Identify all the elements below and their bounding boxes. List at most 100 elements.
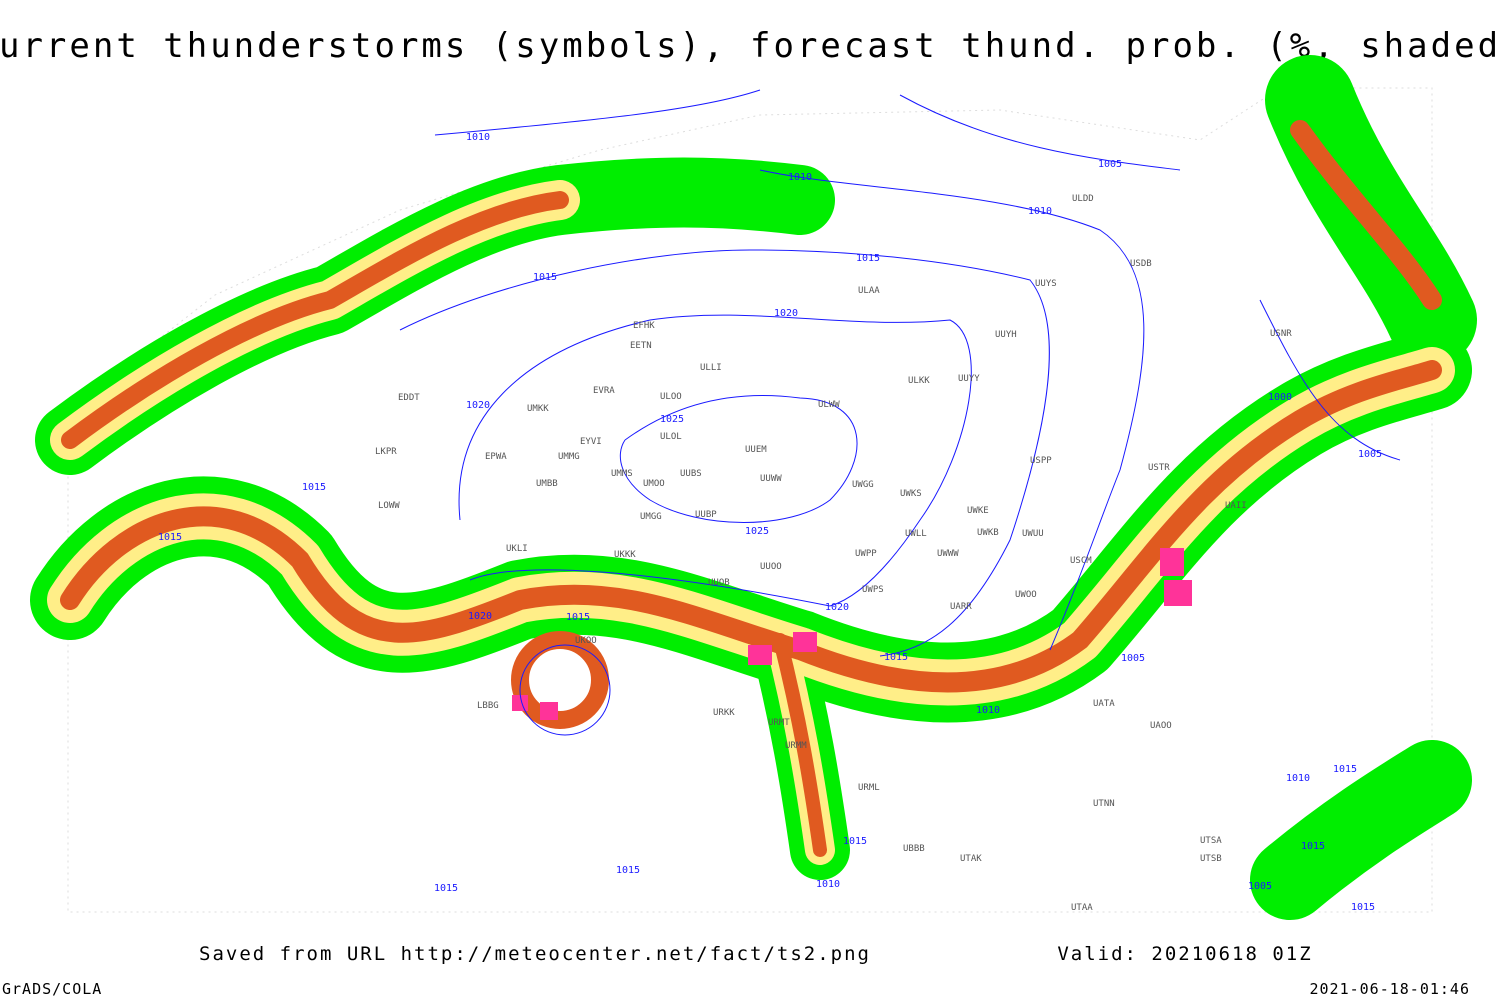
- isobar-label: 1015: [1301, 841, 1325, 852]
- station-code: UKKK: [614, 550, 636, 560]
- isobar-label: 1015: [843, 836, 867, 847]
- station-code: UWLL: [905, 529, 927, 539]
- isobar-label: 1015: [884, 652, 908, 663]
- source-url: Saved from URL http://meteocenter.net/fa…: [199, 943, 871, 965]
- isobar-label: 1015: [566, 612, 590, 623]
- station-code: UUEM: [745, 445, 767, 455]
- isobar-label: 1015: [616, 865, 640, 876]
- shading-high: [773, 633, 827, 857]
- timestamp: 2021-06-18-01:46: [1310, 980, 1471, 998]
- station-code: UMKK: [527, 404, 549, 414]
- station-code: UWKB: [977, 528, 999, 538]
- software-credit: GrADS/COLA: [2, 980, 102, 998]
- isobar: [458, 314, 972, 607]
- map-area: [30, 55, 1477, 920]
- shading-high: [511, 631, 609, 729]
- station-code: USPP: [1030, 456, 1052, 466]
- station-code: EETN: [630, 341, 652, 351]
- isobar: [759, 169, 1145, 651]
- isobar-label: 1005: [1121, 653, 1145, 664]
- station-code: UMMG: [558, 452, 580, 462]
- station-code: LBBG: [477, 701, 499, 711]
- shading-high: [1290, 120, 1442, 310]
- station-code: UWWW: [937, 549, 959, 559]
- station-code: ULDD: [1072, 194, 1094, 204]
- storm-symbol: [512, 695, 528, 711]
- storm-symbol: [540, 702, 558, 720]
- station-code: ULOL: [660, 432, 682, 442]
- station-code: USNR: [1270, 329, 1292, 339]
- shading-high: [61, 191, 569, 449]
- station-code: EVRA: [593, 386, 615, 396]
- station-code: UKLI: [506, 544, 528, 554]
- station-code: UWOO: [1015, 590, 1037, 600]
- station-code: LOWW: [378, 501, 400, 511]
- station-code: ULKK: [908, 376, 930, 386]
- station-code: UTSA: [1200, 836, 1222, 846]
- station-code: UUOO: [760, 562, 782, 572]
- isobar-label: 1015: [856, 253, 880, 264]
- isobar: [469, 569, 831, 607]
- station-code: UUYY: [958, 374, 980, 384]
- station-code: ULOO: [660, 392, 682, 402]
- station-code: UWPP: [855, 549, 877, 559]
- isobar-label: 1015: [434, 883, 458, 894]
- valid-time: Valid: 20210618 01Z: [1057, 943, 1312, 965]
- station-code: USTR: [1148, 463, 1170, 473]
- storm-symbol: [1164, 580, 1192, 606]
- station-code: USCM: [1070, 556, 1092, 566]
- station-code: EPWA: [485, 452, 507, 462]
- isobar-label: 1010: [816, 879, 840, 890]
- isobar-label: 1025: [660, 414, 684, 425]
- station-code: URML: [858, 783, 880, 793]
- station-code: UTSB: [1200, 854, 1222, 864]
- station-code: UMBB: [536, 479, 558, 489]
- isobar-label: 1010: [788, 172, 812, 183]
- isobar: [519, 644, 611, 736]
- station-code: UUBS: [680, 469, 702, 479]
- storm-symbol: [793, 632, 817, 652]
- station-code: LKPR: [375, 447, 397, 457]
- station-code: ULAA: [858, 286, 880, 296]
- map-title: Current thunderstorms (symbols), forecas…: [0, 26, 1500, 66]
- isobar-label: 1010: [466, 132, 490, 143]
- station-code: UAII: [1225, 501, 1247, 511]
- station-code: UUBP: [695, 510, 717, 520]
- isobar-label: 1025: [745, 526, 769, 537]
- isobar-label: 1020: [825, 602, 849, 613]
- isobar-label: 1010: [976, 705, 1000, 716]
- station-code: UTAK: [960, 854, 982, 864]
- isobar: [1259, 299, 1401, 461]
- station-code: UUYH: [995, 330, 1017, 340]
- station-code: UARR: [950, 602, 972, 612]
- station-code: EDDT: [398, 393, 420, 403]
- thunderstorm-symbols: [512, 548, 1192, 720]
- station-code: UAOO: [1150, 721, 1172, 731]
- isobar-label: 1020: [468, 611, 492, 622]
- station-code: UUOB: [708, 578, 730, 588]
- storm-shading: [30, 55, 1477, 920]
- station-code: UMOO: [643, 479, 665, 489]
- isobar: [619, 394, 858, 523]
- station-code: ULWW: [818, 400, 840, 410]
- station-code: UTNN: [1093, 799, 1115, 809]
- isobar-label: 1005: [1248, 881, 1272, 892]
- station-code: URMM: [785, 741, 807, 751]
- storm-symbol: [1160, 548, 1184, 576]
- isobar-label: 1020: [774, 308, 798, 319]
- station-code: ULLI: [700, 363, 722, 373]
- isobar: [899, 94, 1181, 171]
- station-code: USDB: [1130, 259, 1152, 269]
- isobar-label: 1015: [1333, 764, 1357, 775]
- isobar-label: 1015: [533, 272, 557, 283]
- isobar-label: 1015: [302, 482, 326, 493]
- station-code: UMMS: [611, 469, 633, 479]
- station-code: UWUU: [1022, 529, 1044, 539]
- isobars: [399, 89, 1401, 736]
- station-code: UWGG: [852, 480, 874, 490]
- station-code: UBBB: [903, 844, 925, 854]
- storm-symbol: [748, 645, 772, 665]
- isobar: [399, 249, 1050, 657]
- station-code: UMGG: [640, 512, 662, 522]
